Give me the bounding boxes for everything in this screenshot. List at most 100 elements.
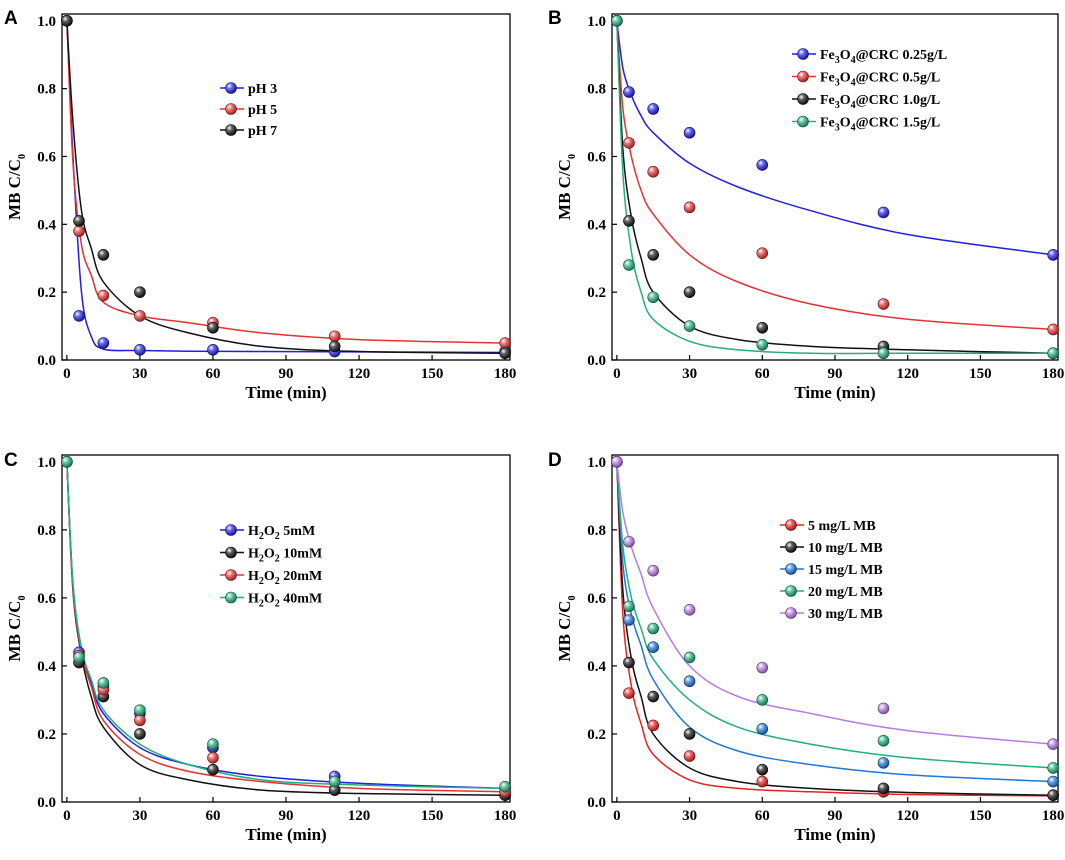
x-tick-label: 150 (969, 366, 992, 382)
x-tick-label: 60 (205, 808, 220, 824)
data-point (756, 247, 769, 259)
panel-letter: D (548, 450, 562, 471)
data-point (73, 651, 85, 664)
chart-panel-a: A 0 30 60 90 120 150 180 0.0 0.2 0.4 0.6 0.8 1.0 Time … (4, 8, 516, 402)
legend-subscript: 2 (275, 576, 280, 587)
legend-marker (225, 546, 237, 559)
y-tick-label: 0.4 (37, 659, 56, 675)
data-point (756, 763, 769, 776)
data-point (1047, 347, 1059, 360)
fit-curve (616, 20, 1054, 355)
data-point (1047, 775, 1059, 788)
data-point (328, 775, 341, 788)
legend-label: H2O2 10mM (248, 547, 322, 565)
data-point (647, 690, 660, 703)
legend-text-part: @CRC 1.0g/L (856, 93, 941, 108)
y-tick-label: 0.0 (587, 795, 606, 811)
data-point (756, 694, 769, 706)
y-tick-label: 0.6 (37, 591, 56, 607)
legend-subscript: 3 (835, 55, 840, 66)
legend-subscript: 3 (835, 78, 840, 89)
legend-text-part: Fe (820, 93, 835, 108)
legend-label: 10 mg/L MB (808, 541, 883, 556)
x-tick-label: 90 (828, 366, 843, 382)
y-tick-label: 1.0 (37, 455, 56, 471)
y-axis-title: MB C/C0 (5, 596, 28, 662)
y-axis-title-main: MB C/C (5, 601, 24, 662)
data-point (134, 286, 146, 298)
legend-text-part: H (248, 592, 259, 607)
legend-subscript: 2 (259, 554, 264, 565)
x-tick-label: 30 (132, 366, 147, 382)
legend-label: 15 mg/L MB (808, 563, 883, 578)
legend-subscript: 4 (851, 78, 856, 89)
x-tick-label: 30 (682, 366, 697, 382)
data-point (683, 286, 696, 298)
legend-text-part: @CRC 1.5g/L (856, 116, 941, 131)
y-axis-title: MB C/C0 (555, 596, 578, 662)
data-point (877, 298, 890, 310)
y-tick-label: 0.0 (587, 353, 606, 369)
x-tick-label: 120 (348, 808, 371, 824)
legend-label: pH 5 (248, 103, 277, 118)
y-axis-title-subscript: 0 (567, 596, 578, 601)
x-tick-label: 180 (1042, 366, 1065, 382)
legend-marker (797, 48, 809, 60)
data-point (647, 641, 660, 654)
y-tick-label: 0.4 (587, 659, 606, 675)
legend-subscript: 3 (835, 123, 840, 134)
legend-text-part: @CRC 0.5g/L (856, 71, 941, 86)
legend-marker (785, 585, 797, 597)
x-axis-title: Time (min) (794, 383, 875, 402)
legend-label: 5 mg/L MB (808, 519, 876, 534)
x-axis-title: Time (min) (245, 825, 326, 844)
data-point (328, 330, 341, 343)
fit-curve (66, 20, 506, 344)
y-tick-label: 0.2 (37, 285, 56, 301)
data-point (877, 206, 890, 219)
data-point (683, 126, 696, 139)
x-tick-label: 120 (896, 808, 919, 824)
data-point (207, 751, 219, 764)
data-point (134, 310, 146, 322)
x-tick-label: 60 (755, 808, 770, 824)
data-point (623, 215, 635, 227)
fit-curve (616, 461, 1054, 769)
data-point (683, 603, 696, 616)
legend-subscript: 2 (259, 531, 264, 542)
legend-marker (797, 115, 809, 128)
data-point (328, 340, 341, 353)
data-point (499, 780, 511, 793)
legend-marker (797, 70, 809, 83)
y-tick-label: 0.4 (37, 217, 56, 233)
data-point (877, 757, 890, 769)
data-point (647, 249, 660, 261)
y-tick-label: 1.0 (587, 455, 606, 471)
legend-label: Fe3O4@CRC 1.5g/L (820, 116, 940, 134)
y-tick-label: 0.6 (587, 591, 606, 607)
legend-subscript: 2 (275, 554, 280, 565)
fit-curve (616, 461, 1054, 783)
y-tick-label: 0.6 (587, 149, 606, 165)
legend-text-part: H (248, 524, 259, 539)
data-point (756, 723, 769, 735)
legend-subscript: 4 (851, 123, 856, 134)
plot-frame (611, 454, 1059, 803)
y-tick-label: 0.2 (587, 727, 606, 743)
y-tick-label: 0.2 (587, 285, 606, 301)
x-tick-label: 60 (755, 366, 770, 382)
fit-curve (66, 20, 506, 354)
data-point (611, 456, 623, 468)
legend-text-part: O (264, 569, 275, 584)
y-axis-title-subscript: 0 (567, 154, 578, 159)
data-point (877, 782, 890, 795)
x-tick-label: 0 (613, 366, 621, 382)
legend-marker (225, 82, 237, 94)
legend-subscript: 2 (259, 576, 264, 587)
data-point (877, 347, 890, 360)
legend-marker (785, 519, 797, 531)
fit-curve (66, 461, 506, 790)
y-tick-label: 0.0 (37, 795, 56, 811)
x-tick-label: 30 (132, 808, 147, 824)
y-tick-label: 1.0 (587, 14, 606, 30)
